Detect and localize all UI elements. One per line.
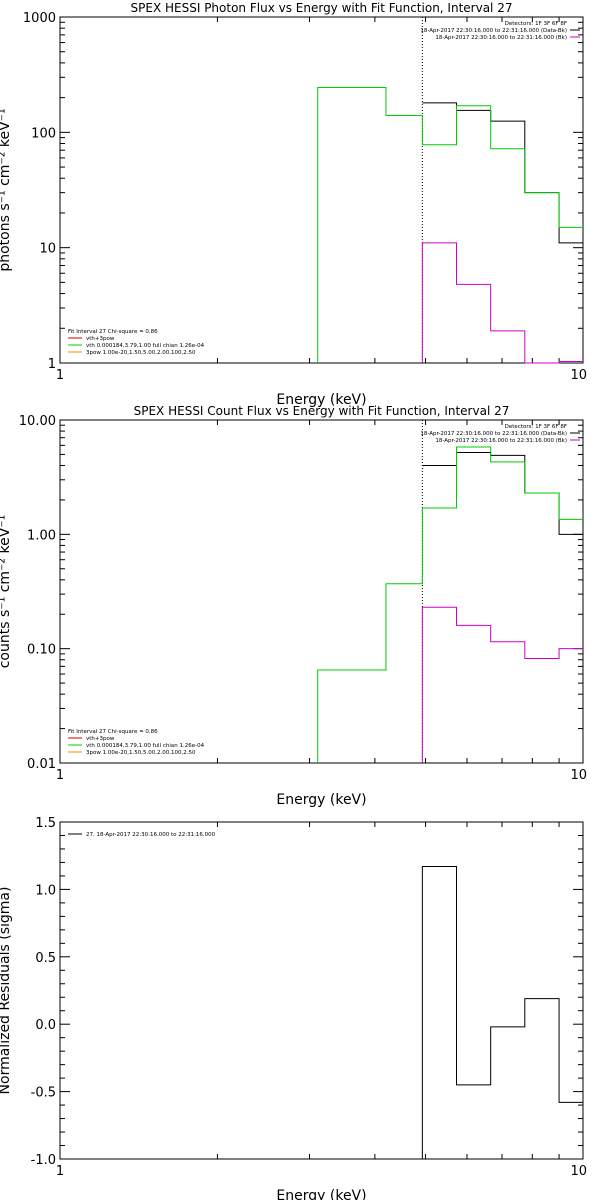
y-tick-label: 1000 — [23, 11, 56, 26]
info-line: 18-Apr-2017 22:30:16.000 to 22:31:16.000… — [435, 438, 567, 444]
x-axis-label: Energy (keV) — [276, 1188, 366, 1200]
y-axis-label: counts s⁻¹ cm⁻² keV⁻¹ — [0, 515, 13, 669]
y-axis-label: Normalized Residuals (sigma) — [0, 887, 13, 1095]
y-tick-label: 1.0 — [35, 883, 56, 898]
x-tick-label: 1 — [56, 768, 64, 783]
fit-line: 3pow 1.00e-20,1.50,5.00,2.00,100,2.50 — [86, 350, 196, 356]
fit-line: vth 0.000184,3.79,1.00 full chian 1.26e-… — [86, 743, 205, 749]
x-tick-label: 10 — [570, 768, 587, 783]
y-tick-label: 10 — [39, 242, 56, 257]
y-tick-label: 0.5 — [35, 951, 56, 966]
plot-frame-3 — [59, 821, 584, 1160]
fit-line: vth 0.000184,3.79,1.00 full chian 1.26e-… — [86, 343, 205, 349]
info-line: 18-Apr-2017 22:30:16.000 to 22:31:16.000… — [435, 35, 567, 41]
y-tick-label: 0.10 — [27, 643, 56, 658]
y-tick-label: 0.01 — [27, 757, 56, 772]
y-axis-label: photons s⁻¹ cm⁻² keV⁻¹ — [0, 108, 13, 271]
series-line-1 — [421, 865, 583, 1159]
x-tick-label: 10 — [570, 1164, 587, 1179]
y-tick-label: 1.5 — [35, 816, 56, 831]
fit-line: vth+3pow — [86, 336, 115, 342]
legend-text: 27. 18-Apr-2017 22:30:16.000 to 22:31:16… — [86, 832, 216, 838]
series-line-2 — [317, 446, 583, 763]
y-tick-label: -0.5 — [31, 1086, 56, 1101]
y-tick-label: 0.0 — [35, 1018, 56, 1033]
x-tick-label: 1 — [56, 368, 64, 383]
series-line-3 — [421, 242, 583, 364]
x-tick-label: 10 — [570, 368, 587, 383]
x-tick-label: 1 — [56, 1164, 64, 1179]
info-line: 18-Apr-2017 22:30:16.000 to 22:31:16.000… — [420, 28, 567, 34]
info-line: Detectors: 1F 3F 6F 8F — [505, 424, 567, 430]
fit-line: Fit Interval 27 Chi-square = 0.86 — [68, 329, 158, 335]
fit-line: vth+3pow — [86, 736, 115, 742]
y-tick-label: 100 — [31, 126, 56, 141]
chart-title-1: SPEX HESSI Photon Flux vs Energy with Fi… — [131, 1, 513, 15]
fit-line: 3pow 1.00e-20,1.50,5.00,2.00,100,2.50 — [86, 750, 196, 756]
fit-line: Fit Interval 27 Chi-square = 0.86 — [68, 729, 158, 735]
chart-title-2: SPEX HESSI Count Flux vs Energy with Fit… — [134, 404, 510, 418]
info-line: Detectors: 1F 3F 6F 8F — [505, 21, 567, 27]
series-line-2 — [317, 86, 583, 363]
x-axis-label: Energy (keV) — [276, 392, 366, 408]
info-line: 18-Apr-2017 22:30:16.000 to 22:31:16.000… — [420, 431, 567, 437]
x-axis-label: Energy (keV) — [276, 792, 366, 808]
y-tick-label: -1.0 — [31, 1153, 56, 1168]
y-tick-label: 1 — [48, 357, 56, 372]
series-line-3 — [421, 606, 583, 763]
y-tick-label: 10.00 — [19, 414, 56, 429]
plot-frame-2 — [59, 419, 584, 764]
plot-frame-1 — [59, 16, 584, 364]
y-tick-label: 1.00 — [27, 528, 56, 543]
